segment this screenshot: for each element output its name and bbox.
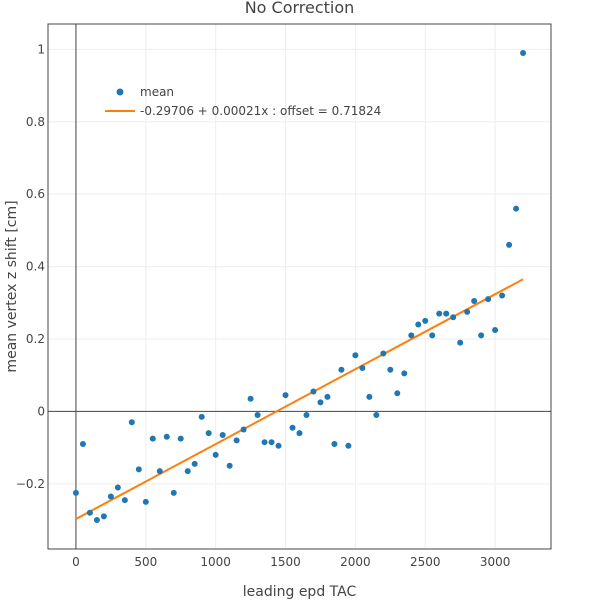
data-point[interactable] xyxy=(93,517,100,524)
data-point[interactable] xyxy=(345,442,352,449)
data-point[interactable] xyxy=(464,308,471,315)
data-point[interactable] xyxy=(422,317,429,324)
data-point[interactable] xyxy=(100,513,107,520)
scatter-layer xyxy=(72,49,527,524)
x-tick-label: 2000 xyxy=(340,555,371,569)
data-point[interactable] xyxy=(499,292,506,299)
data-point[interactable] xyxy=(352,352,359,359)
data-point[interactable] xyxy=(114,484,121,491)
data-point[interactable] xyxy=(310,388,317,395)
data-point[interactable] xyxy=(289,424,296,431)
data-point[interactable] xyxy=(485,296,492,303)
data-point[interactable] xyxy=(450,314,457,321)
data-point[interactable] xyxy=(296,430,303,437)
fit-line xyxy=(75,278,524,520)
data-point[interactable] xyxy=(163,433,170,440)
data-point[interactable] xyxy=(443,310,450,317)
legend-label-fit: -0.29706 + 0.00021x : offset = 0.71824 xyxy=(140,104,381,118)
data-point[interactable] xyxy=(303,412,310,419)
plot-frame xyxy=(47,23,552,550)
data-point[interactable] xyxy=(142,498,149,505)
data-point[interactable] xyxy=(394,390,401,397)
x-axis-title: leading epd TAC xyxy=(243,584,357,600)
y-tick-label: 0.4 xyxy=(26,260,45,274)
data-point[interactable] xyxy=(149,435,156,442)
data-point[interactable] xyxy=(401,370,408,377)
data-point[interactable] xyxy=(506,241,513,248)
y-tick-label: 0 xyxy=(37,404,45,418)
data-point[interactable] xyxy=(128,419,135,426)
data-point[interactable] xyxy=(415,321,422,328)
x-tick-label: 2500 xyxy=(410,555,441,569)
grid-lines xyxy=(48,24,551,549)
data-point[interactable] xyxy=(457,339,464,346)
data-point[interactable] xyxy=(240,426,247,433)
data-point[interactable] xyxy=(436,310,443,317)
data-point[interactable] xyxy=(233,437,240,444)
data-point[interactable] xyxy=(429,332,436,339)
data-point[interactable] xyxy=(408,332,415,339)
x-tick-label: 500 xyxy=(134,555,157,569)
data-point[interactable] xyxy=(72,489,79,496)
legend-marker-mean xyxy=(116,88,124,96)
y-tick-label: 0.6 xyxy=(26,187,45,201)
x-tick-label: 3000 xyxy=(480,555,511,569)
x-tick-label: 1500 xyxy=(270,555,301,569)
data-point[interactable] xyxy=(478,332,485,339)
data-point[interactable] xyxy=(247,395,254,402)
data-point[interactable] xyxy=(212,451,219,458)
data-point[interactable] xyxy=(170,489,177,496)
data-point[interactable] xyxy=(219,431,226,438)
data-point[interactable] xyxy=(380,350,387,357)
data-point[interactable] xyxy=(191,460,198,467)
data-point[interactable] xyxy=(254,412,261,419)
data-point[interactable] xyxy=(331,441,338,447)
x-tick-label: 1000 xyxy=(200,555,231,569)
y-axis-title: mean vertex z shift [cm] xyxy=(4,200,20,372)
x-tick-label: 0 xyxy=(72,555,80,569)
data-point[interactable] xyxy=(226,462,233,469)
data-point[interactable] xyxy=(492,326,499,333)
data-point[interactable] xyxy=(177,435,184,442)
data-point[interactable] xyxy=(387,366,394,373)
data-point[interactable] xyxy=(359,364,366,371)
tick-labels: 0 500 1000 1500 2000 2500 3000 −0.2 0 0.2 0.4 0.6 0.… xyxy=(16,42,511,569)
data-point[interactable] xyxy=(156,468,163,475)
data-point[interactable] xyxy=(513,205,520,212)
data-point[interactable] xyxy=(205,430,212,437)
data-point[interactable] xyxy=(471,297,478,304)
y-tick-label: −0.2 xyxy=(16,477,45,491)
data-point[interactable] xyxy=(86,509,93,516)
data-point[interactable] xyxy=(366,393,373,400)
data-point[interactable] xyxy=(107,493,114,500)
data-point[interactable] xyxy=(275,442,282,449)
data-point[interactable] xyxy=(282,392,289,399)
y-tick-label: 0.2 xyxy=(26,332,45,346)
data-point[interactable] xyxy=(261,439,268,446)
legend-label-mean: mean xyxy=(140,85,174,99)
data-point[interactable] xyxy=(135,466,142,473)
chart-title: No Correction xyxy=(245,0,355,17)
zero-lines xyxy=(48,24,551,549)
data-point[interactable] xyxy=(184,468,191,475)
legend[interactable]: mean -0.29706 + 0.00021x : offset = 0.71… xyxy=(105,85,381,118)
y-tick-label: 1 xyxy=(37,42,45,56)
data-point[interactable] xyxy=(198,413,205,420)
fit-line-layer xyxy=(75,278,524,520)
data-point[interactable] xyxy=(79,441,86,447)
data-point[interactable] xyxy=(121,497,128,504)
data-point[interactable] xyxy=(520,49,527,56)
data-point[interactable] xyxy=(317,399,324,406)
data-point[interactable] xyxy=(373,412,380,419)
data-point[interactable] xyxy=(268,439,275,446)
data-point[interactable] xyxy=(324,393,331,400)
data-point[interactable] xyxy=(338,366,345,373)
y-tick-label: 0.8 xyxy=(26,115,45,129)
